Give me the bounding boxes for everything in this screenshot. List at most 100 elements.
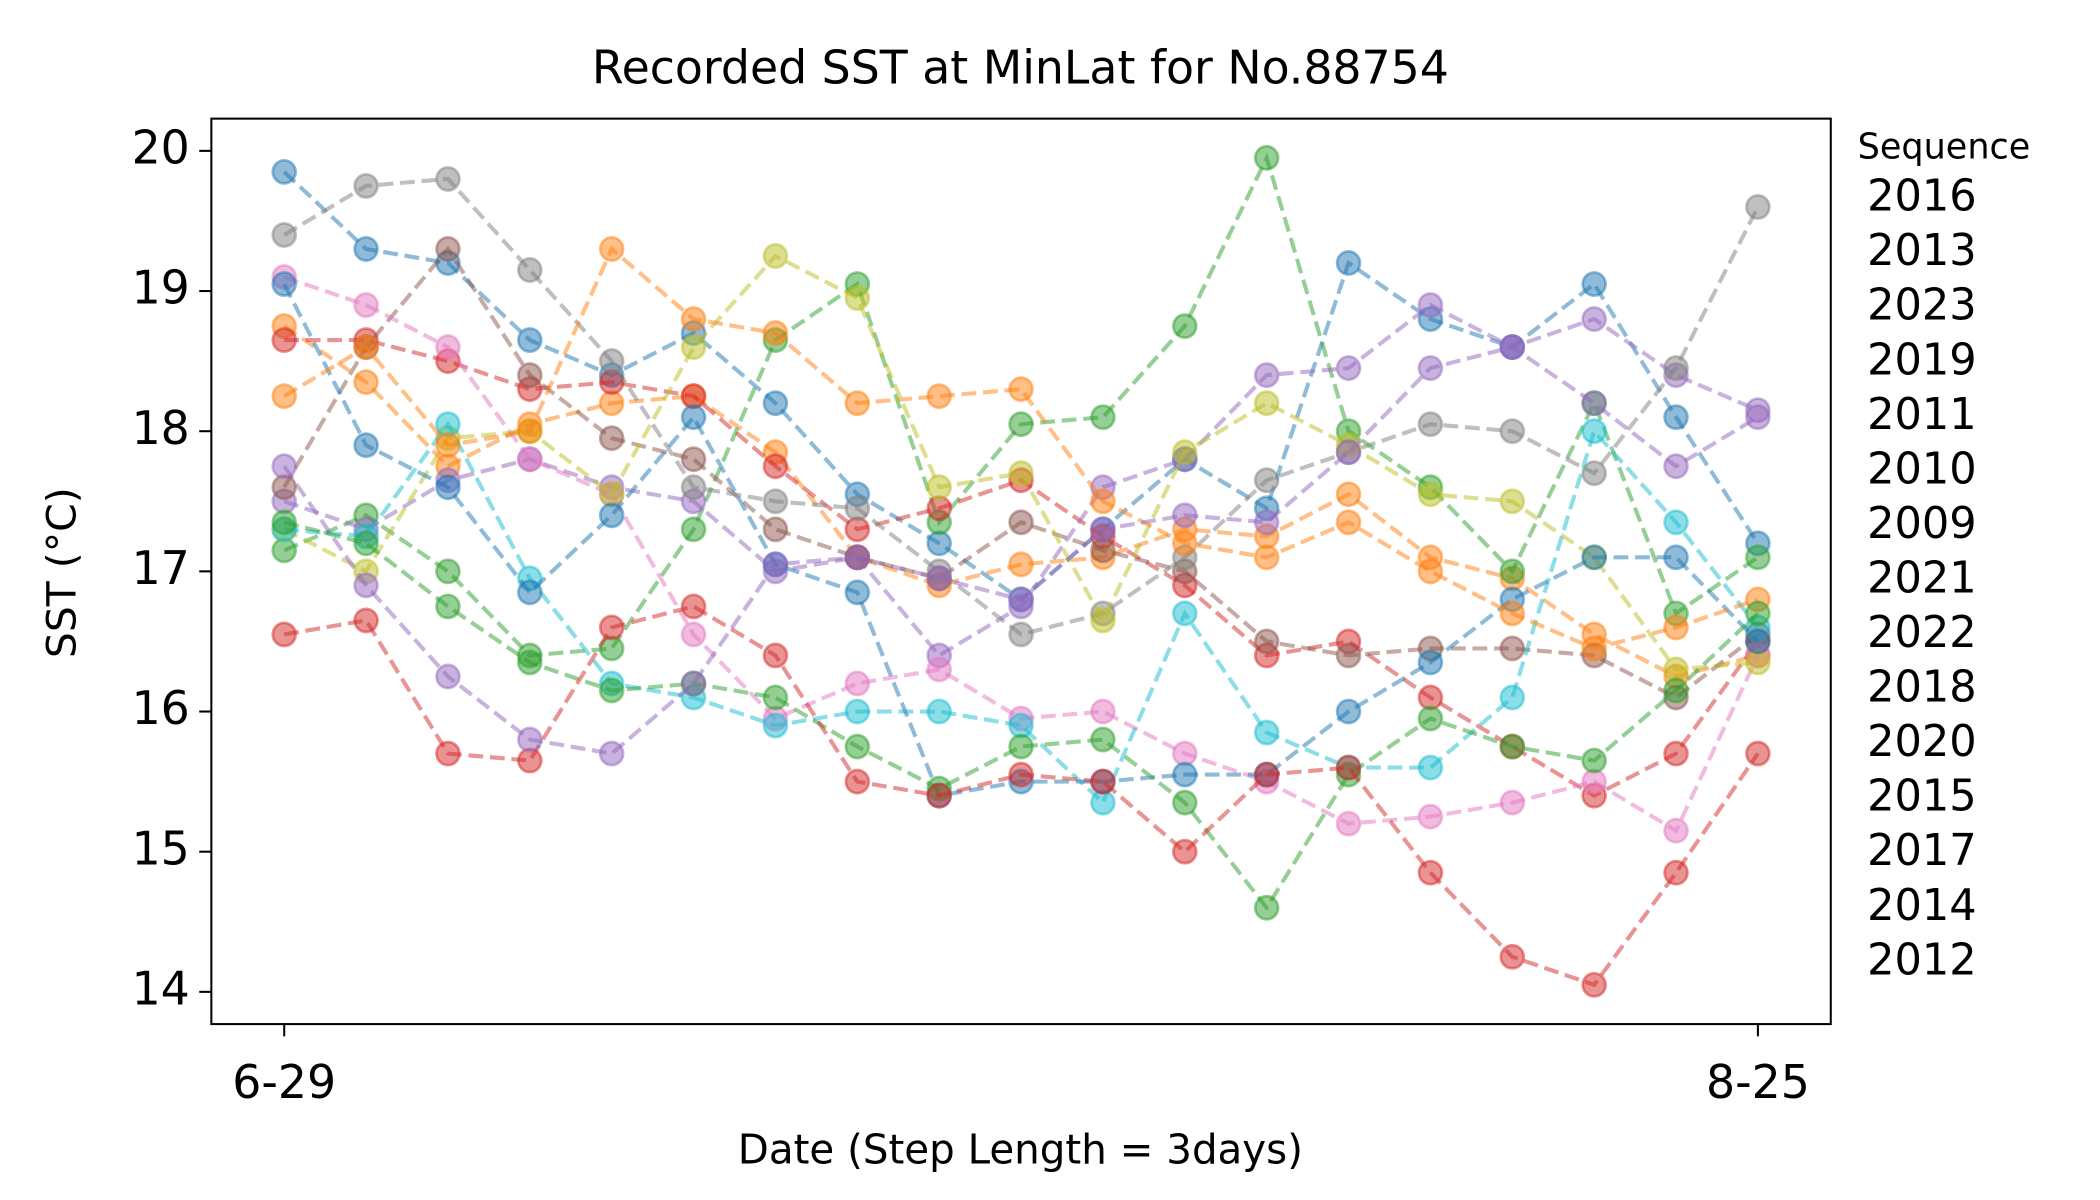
data-point [1417, 859, 1444, 886]
data-point [1663, 817, 1689, 844]
x-tick-label: 8-25 [1706, 1055, 1810, 1109]
data-point [1172, 761, 1198, 788]
data-point [680, 306, 707, 333]
data-point [1663, 509, 1689, 536]
data-point [435, 474, 461, 501]
data-point [680, 446, 707, 473]
data-point [1008, 509, 1034, 536]
legend-label: 2020 [1867, 717, 1977, 767]
legend-label: 2017 [1867, 826, 1977, 876]
data-point [598, 740, 625, 767]
chart-title: Recorded SST at MinLat for No.88754 [592, 40, 1449, 94]
data-point [1581, 390, 1607, 417]
data-point [1335, 642, 1362, 669]
data-point [1172, 838, 1198, 865]
data-point [598, 614, 625, 641]
data-point [1253, 467, 1280, 494]
data-point [271, 158, 298, 185]
data-point [1581, 271, 1607, 297]
data-point [353, 530, 379, 557]
data-point [844, 285, 871, 311]
data-point [1499, 418, 1526, 445]
data-point [1581, 544, 1607, 571]
legend-label: 2010 [1867, 444, 1977, 494]
data-point [598, 425, 625, 452]
data-point [517, 257, 543, 283]
legend-label: 2009 [1867, 499, 1977, 549]
data-point [1335, 810, 1362, 837]
data-point [762, 642, 789, 669]
data-point [271, 327, 298, 354]
data-point [435, 663, 461, 690]
data-point [1499, 558, 1526, 585]
data-point [844, 495, 871, 522]
data-point [271, 222, 298, 248]
data-point [1090, 488, 1116, 515]
data-point [1663, 859, 1689, 886]
data-point [1090, 726, 1116, 753]
data-point [517, 446, 543, 473]
data-point [1417, 292, 1444, 319]
data-point [1172, 600, 1198, 627]
data-point [926, 698, 952, 725]
data-point [844, 544, 871, 571]
data-point [353, 172, 379, 199]
data-point [353, 369, 379, 396]
data-point [1090, 698, 1116, 725]
data-point [1745, 193, 1771, 220]
data-point [762, 488, 789, 515]
data-point [844, 390, 871, 417]
data-point [1172, 313, 1198, 340]
y-tick-label: 14 [132, 961, 190, 1015]
data-point [844, 698, 871, 725]
data-point [1090, 607, 1116, 634]
data-point [844, 733, 871, 760]
legend-label: 2022 [1867, 608, 1977, 658]
legend-label: 2015 [1867, 771, 1977, 821]
data-point [1499, 600, 1526, 627]
data-point [1417, 705, 1444, 732]
data-point [926, 383, 952, 410]
data-point [271, 453, 298, 480]
y-tick-label: 18 [132, 401, 190, 455]
legend-label: 2021 [1867, 553, 1977, 603]
data-point [517, 579, 543, 606]
y-tick-label: 15 [132, 821, 190, 875]
data-point [1253, 390, 1280, 417]
data-point [844, 579, 871, 606]
y-tick-label: 19 [132, 260, 190, 314]
data-point [762, 712, 789, 739]
data-point [1581, 747, 1607, 774]
data-point [271, 271, 298, 297]
data-point [1253, 628, 1280, 655]
data-point [1253, 761, 1280, 788]
data-point [1745, 404, 1771, 431]
data-point [435, 334, 461, 361]
data-point [1008, 733, 1034, 760]
data-point [762, 453, 789, 480]
legend-label: 2023 [1867, 281, 1977, 331]
data-point [353, 334, 379, 361]
data-point [1499, 789, 1526, 816]
data-point [1499, 488, 1526, 515]
data-point [1417, 355, 1444, 382]
data-point [1417, 481, 1444, 508]
data-point [1008, 761, 1034, 788]
data-point [435, 558, 461, 585]
data-point [1417, 558, 1444, 585]
data-point [1172, 502, 1198, 529]
data-point [435, 740, 461, 767]
data-point [1581, 306, 1607, 333]
data-point [762, 320, 789, 347]
data-point [680, 621, 707, 648]
data-point [844, 670, 871, 697]
data-point [598, 236, 625, 262]
data-point [517, 362, 543, 389]
data-point [1335, 355, 1362, 382]
data-point [1499, 635, 1526, 662]
data-point [353, 572, 379, 599]
data-point [1499, 943, 1526, 970]
data-point [1745, 740, 1771, 767]
data-point [926, 656, 952, 683]
